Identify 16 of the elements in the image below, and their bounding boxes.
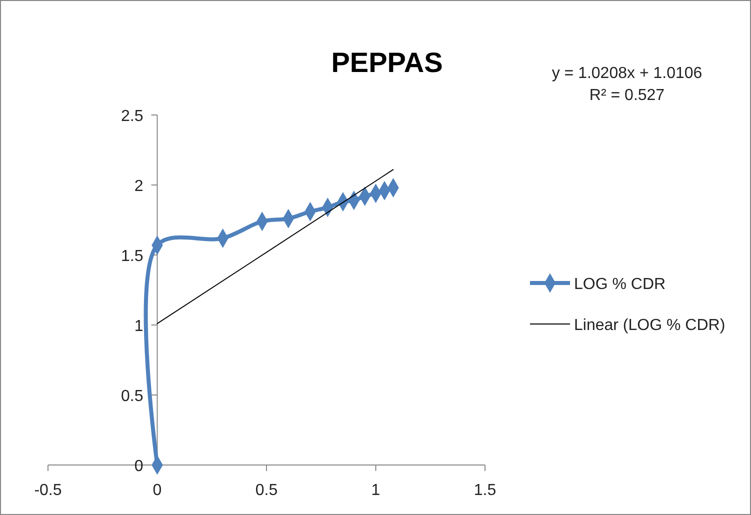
x-tick-label: 1 <box>371 482 380 499</box>
x-tick-label: -0.5 <box>34 482 62 499</box>
y-tick-label: 1 <box>134 318 144 335</box>
y-tick-label: 1.5 <box>121 248 144 265</box>
y-tick-label: 0 <box>134 458 144 475</box>
y-tick-label: 2.5 <box>121 108 144 125</box>
y-tick-label: 0.5 <box>121 388 144 405</box>
legend-label: Linear (LOG % CDR) <box>574 317 726 334</box>
x-tick-label: 1.5 <box>474 482 496 499</box>
x-tick-label: 0.5 <box>255 482 278 499</box>
y-tick-label: 2 <box>134 178 144 195</box>
text: y = 1.0208x + 1.0106 <box>552 65 702 82</box>
chart-title: PEPPAS <box>331 47 443 78</box>
x-tick-label: 0 <box>152 482 162 499</box>
text: R² = 0.527 <box>589 87 665 104</box>
legend-label: LOG % CDR <box>574 276 666 293</box>
